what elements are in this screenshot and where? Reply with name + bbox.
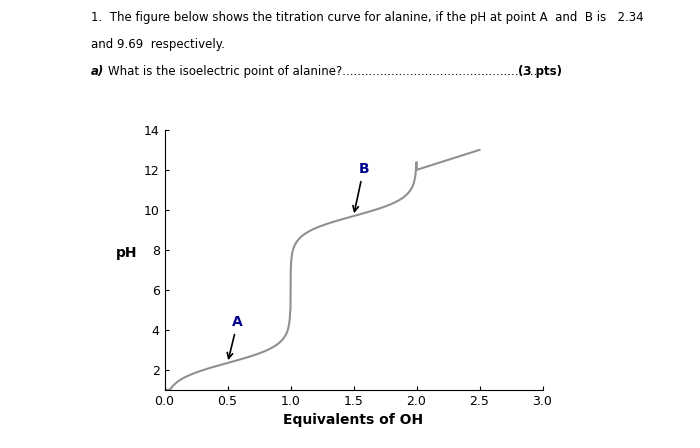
Text: B: B (353, 162, 369, 211)
Y-axis label: pH: pH (116, 246, 138, 260)
Text: a): a) (91, 65, 104, 78)
Text: and 9.69  respectively.: and 9.69 respectively. (91, 38, 225, 51)
Text: (3 pts): (3 pts) (518, 65, 562, 78)
X-axis label: Equivalents of OH: Equivalents of OH (284, 413, 424, 427)
Text: 1.  The figure below shows the titration curve for alanine, if the pH at point A: 1. The figure below shows the titration … (91, 11, 643, 24)
Text: A: A (228, 315, 243, 358)
Text: What is the isoelectric point of alanine?.......................................: What is the isoelectric point of alanine… (108, 65, 542, 78)
